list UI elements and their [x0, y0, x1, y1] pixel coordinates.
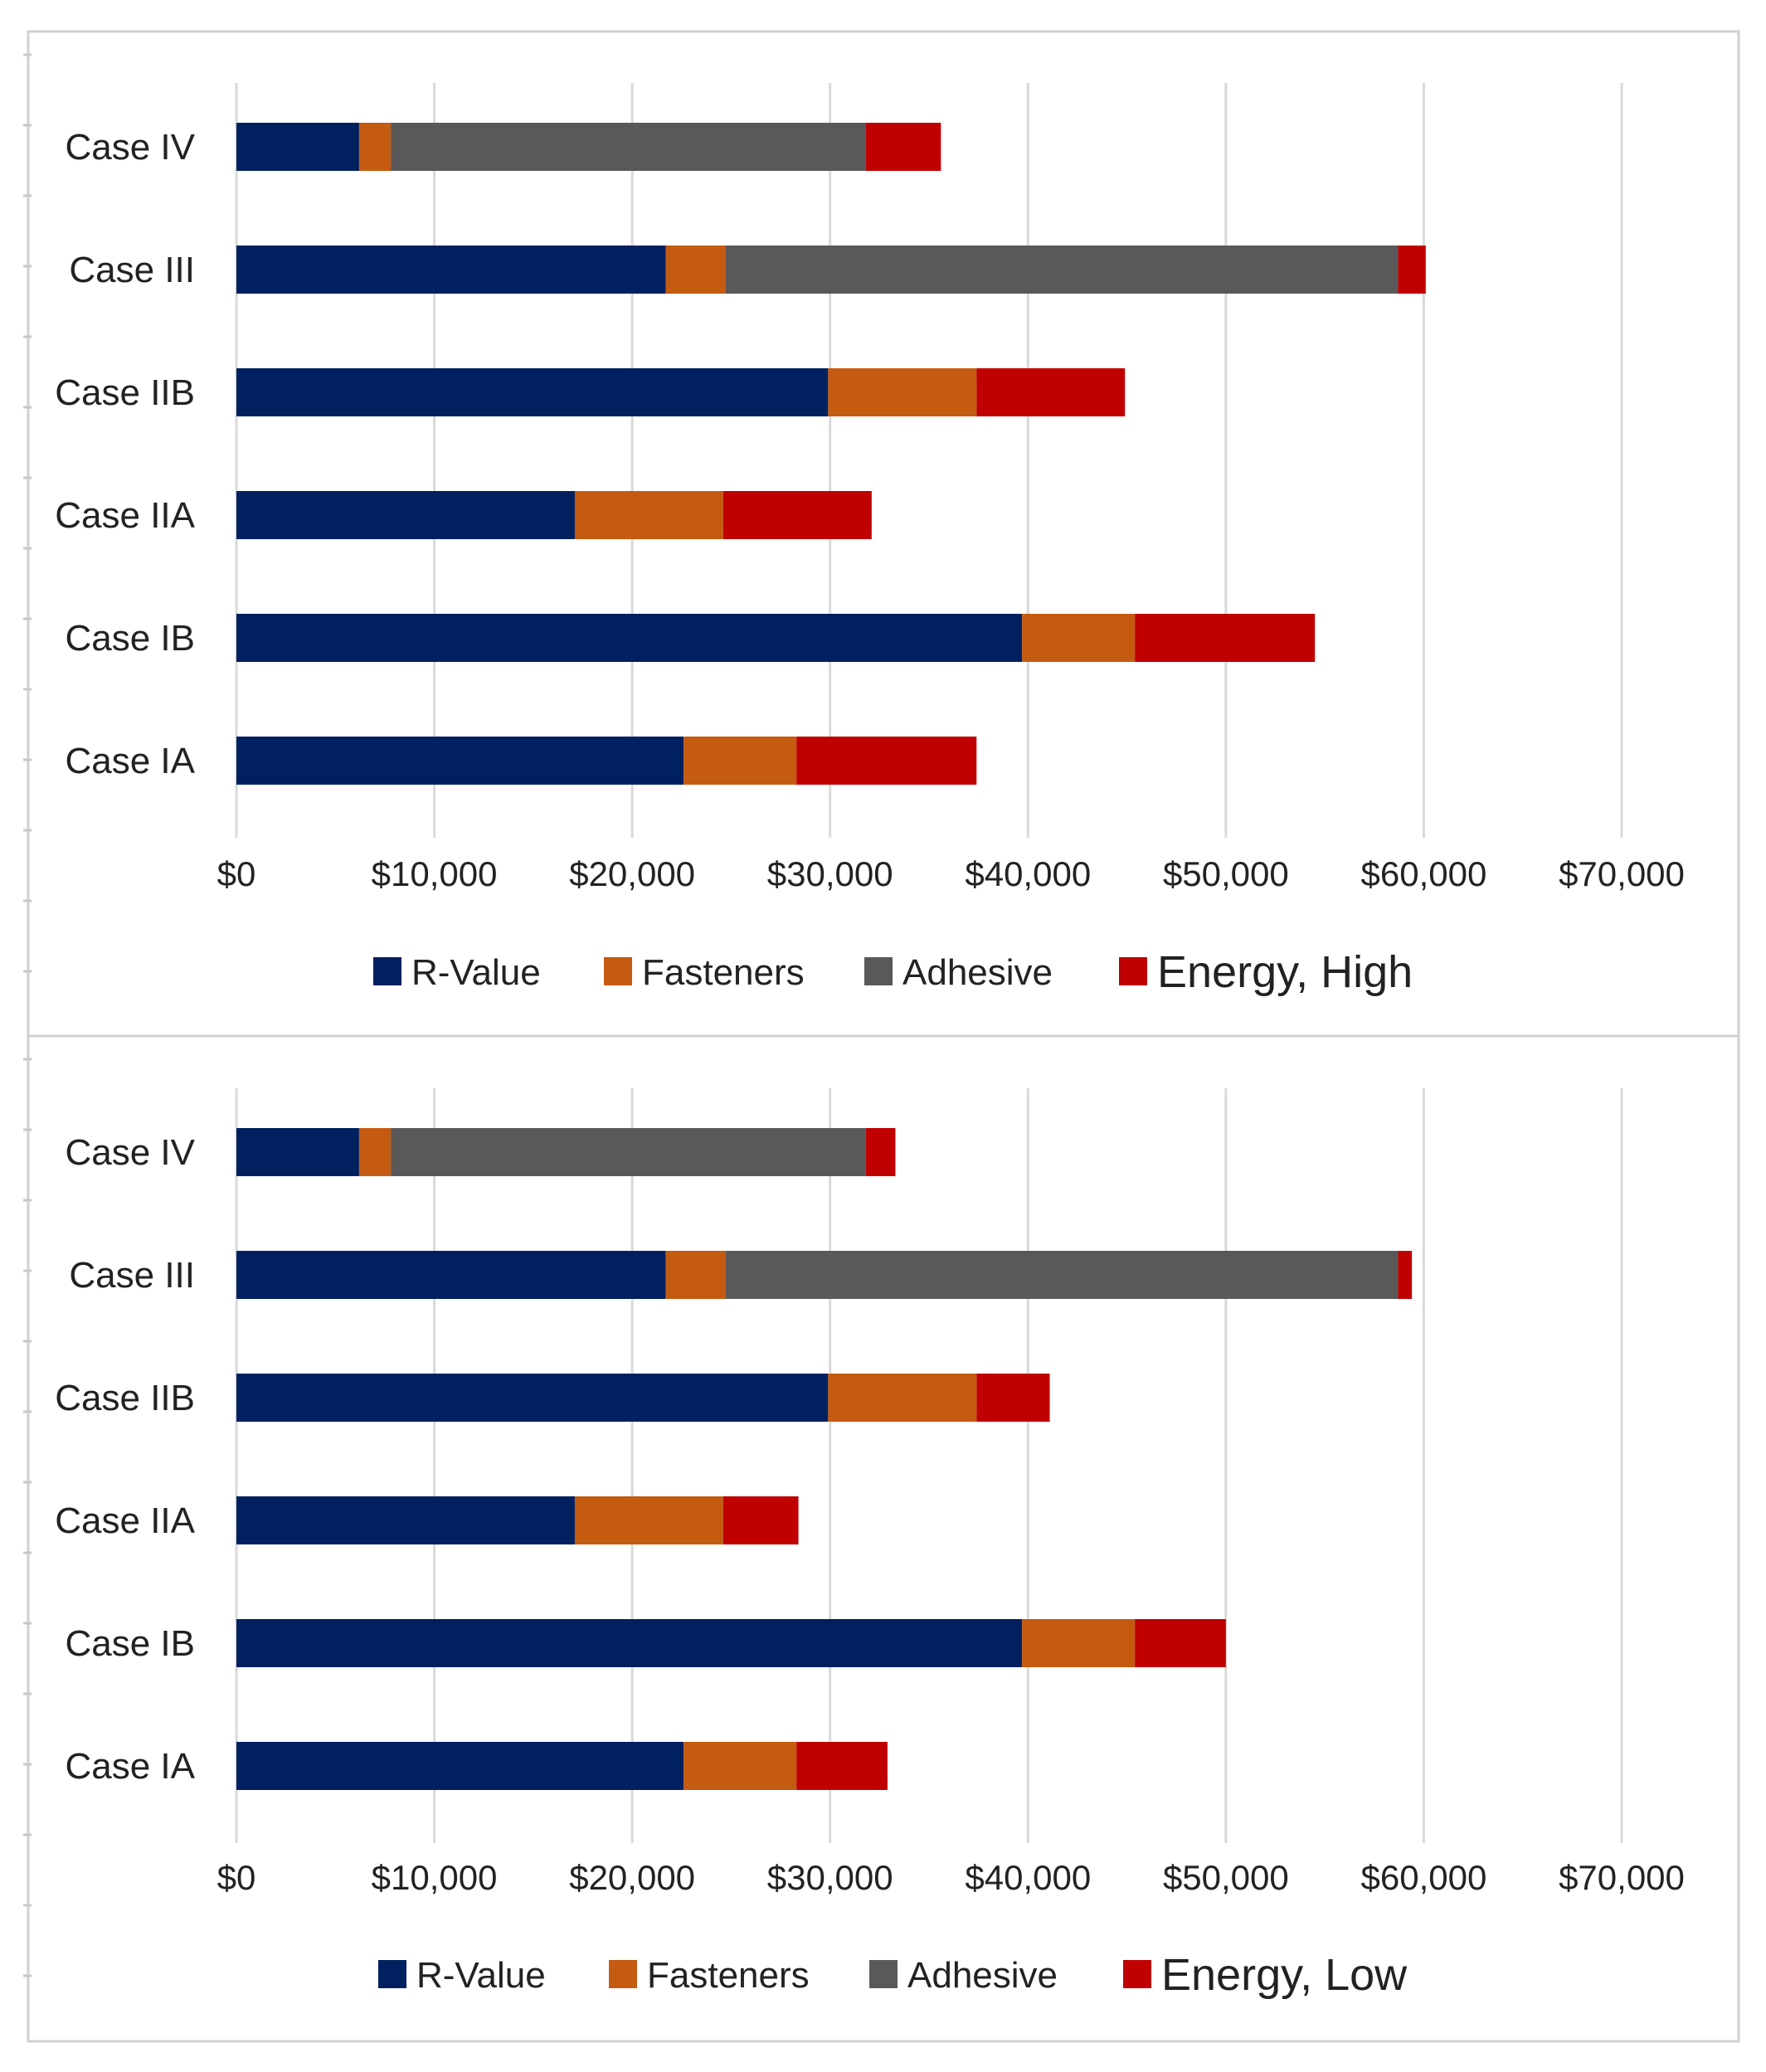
bar-segment	[236, 614, 1023, 662]
x-tick-label: $50,000	[1163, 1858, 1289, 1897]
bar-segment	[236, 737, 684, 785]
top-chart: $0 $10,000 $20,000 $30,000 $40,000 $50,000 $60…	[23, 53, 1685, 997]
legend-swatch	[1119, 957, 1147, 985]
bar-segment	[828, 1374, 977, 1422]
legend-label: Fasteners	[642, 952, 805, 993]
x-tick-label: $30,000	[767, 1858, 893, 1897]
bar-segment	[1398, 246, 1426, 294]
bar-segment	[722, 1496, 799, 1544]
category-label: Case IB	[65, 618, 195, 659]
legend-label: R-Value	[411, 952, 541, 993]
category-label: Case III	[69, 250, 195, 290]
bar-segment	[391, 1128, 866, 1176]
bar-segment	[236, 1742, 684, 1790]
bar-segment	[684, 737, 797, 785]
bar-segment	[865, 1128, 896, 1176]
bar-segment	[725, 1251, 1399, 1299]
category-label: Case IIA	[55, 1500, 195, 1541]
bar-segment	[358, 1128, 392, 1176]
x-tick-label: $0	[217, 1858, 256, 1897]
bar-segment	[1022, 1619, 1136, 1667]
bar-segment	[1135, 614, 1316, 662]
bar-segment	[1135, 1619, 1226, 1667]
bar-segment	[796, 737, 977, 785]
legend-swatch	[604, 957, 632, 985]
legend-label: R-Value	[416, 1955, 546, 1996]
bar-segment	[665, 246, 726, 294]
bar-segment	[236, 1496, 575, 1544]
category-label: Case IA	[65, 741, 195, 781]
legend-label: Energy, Low	[1161, 1950, 1408, 2000]
x-tick-label: $30,000	[767, 854, 893, 893]
category-label: Case IV	[65, 1132, 195, 1173]
x-tick-label: $20,000	[569, 1858, 695, 1897]
bar-segment	[665, 1251, 726, 1299]
category-label: Case IV	[65, 127, 195, 168]
bar-segment	[725, 246, 1399, 294]
bar-segment	[574, 491, 723, 539]
bar-segment	[574, 1496, 723, 1544]
category-label: Case IIA	[55, 495, 195, 536]
x-tick-label: $50,000	[1163, 854, 1289, 893]
x-tick-label: $20,000	[569, 854, 695, 893]
legend-swatch	[378, 1960, 406, 1988]
bar-segment	[722, 491, 872, 539]
legend-swatch	[864, 957, 893, 985]
x-tick-label: $70,000	[1559, 854, 1685, 893]
bar-segment	[865, 123, 941, 171]
legend-label: Adhesive	[902, 952, 1053, 993]
x-tick-label: $40,000	[965, 1858, 1091, 1897]
category-label: Case IIB	[55, 1378, 195, 1418]
bar-segment	[236, 1251, 666, 1299]
bar-segment	[236, 1128, 359, 1176]
category-label: Case IIB	[55, 372, 195, 413]
legend-swatch	[1123, 1960, 1151, 1988]
x-tick-label: $0	[217, 854, 256, 893]
bar-segment	[976, 1374, 1050, 1422]
legend-swatch	[609, 1960, 637, 1988]
bar-segment	[1022, 614, 1136, 662]
legend-label: Adhesive	[907, 1955, 1058, 1996]
bar-segment	[358, 123, 392, 171]
x-tick-label: $60,000	[1361, 854, 1487, 893]
bar-segment	[1398, 1251, 1413, 1299]
x-tick-label: $10,000	[372, 1858, 498, 1897]
bottom-panel-frame	[27, 1034, 1740, 2043]
bar-segment	[796, 1742, 888, 1790]
x-tick-label: $60,000	[1361, 1858, 1487, 1897]
legend-label: Fasteners	[647, 1955, 810, 1996]
x-tick-label: $70,000	[1559, 1858, 1685, 1897]
category-label: Case III	[69, 1255, 195, 1296]
bottom-chart: $0 $10,000 $20,000 $30,000 $40,000 $50,000 $60…	[23, 1058, 1685, 2000]
legend-label: Energy, High	[1157, 947, 1413, 997]
bar-segment	[391, 123, 866, 171]
bar-segment	[684, 1742, 797, 1790]
x-tick-label: $40,000	[965, 854, 1091, 893]
x-tick-label: $10,000	[372, 854, 498, 893]
category-label: Case IB	[65, 1623, 195, 1664]
bar-segment	[236, 123, 359, 171]
bar-segment	[976, 368, 1126, 416]
bar-segment	[236, 1374, 829, 1422]
legend-swatch	[869, 1960, 898, 1988]
category-label: Case IA	[65, 1746, 195, 1787]
bar-segment	[236, 491, 575, 539]
bar-segment	[828, 368, 977, 416]
bar-segment	[236, 1619, 1023, 1667]
bar-segment	[236, 246, 666, 294]
legend-swatch	[373, 957, 401, 985]
bar-segment	[236, 368, 829, 416]
